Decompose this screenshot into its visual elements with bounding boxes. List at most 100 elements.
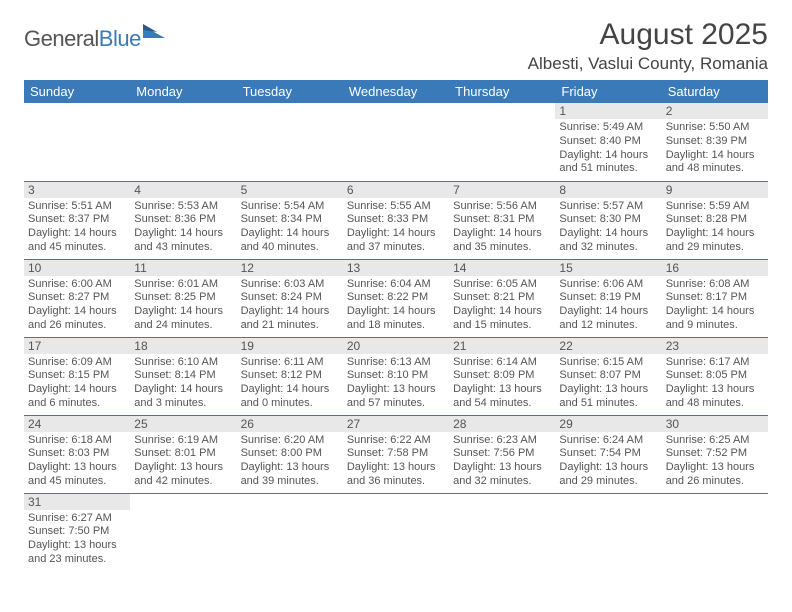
sunset-text: Sunset: 8:21 PM bbox=[453, 291, 551, 305]
day-number: 31 bbox=[24, 494, 130, 510]
sunrise-text: Sunrise: 6:27 AM bbox=[28, 512, 126, 526]
daylight-text: Daylight: 13 hours and 32 minutes. bbox=[453, 461, 551, 489]
day-number: 1 bbox=[555, 103, 661, 119]
calendar-day: 23Sunrise: 6:17 AMSunset: 8:05 PMDayligh… bbox=[662, 337, 768, 415]
calendar-empty bbox=[237, 493, 343, 571]
calendar-day: 24Sunrise: 6:18 AMSunset: 8:03 PMDayligh… bbox=[24, 415, 130, 493]
calendar-empty bbox=[237, 103, 343, 181]
daylight-text: Daylight: 13 hours and 26 minutes. bbox=[666, 461, 764, 489]
calendar-day: 16Sunrise: 6:08 AMSunset: 8:17 PMDayligh… bbox=[662, 259, 768, 337]
day-details: Sunrise: 6:13 AMSunset: 8:10 PMDaylight:… bbox=[343, 354, 449, 415]
sunrise-text: Sunrise: 6:08 AM bbox=[666, 278, 764, 292]
day-number: 17 bbox=[24, 338, 130, 354]
sunrise-text: Sunrise: 6:20 AM bbox=[241, 434, 339, 448]
sunset-text: Sunset: 7:52 PM bbox=[666, 447, 764, 461]
sunset-text: Sunset: 8:27 PM bbox=[28, 291, 126, 305]
daylight-text: Daylight: 13 hours and 39 minutes. bbox=[241, 461, 339, 489]
sunset-text: Sunset: 8:19 PM bbox=[559, 291, 657, 305]
logo-text-dark: General bbox=[24, 26, 99, 52]
sunrise-text: Sunrise: 5:54 AM bbox=[241, 200, 339, 214]
calendar-day: 25Sunrise: 6:19 AMSunset: 8:01 PMDayligh… bbox=[130, 415, 236, 493]
sunset-text: Sunset: 8:10 PM bbox=[347, 369, 445, 383]
calendar-week: 3 Sunrise: 5:51 AMSunset: 8:37 PM Daylight… bbox=[24, 181, 768, 259]
sunrise-text: Sunrise: 6:01 AM bbox=[134, 278, 232, 292]
calendar-week: 31Sunrise: 6:27 AMSunset: 7:50 PMDayligh… bbox=[24, 493, 768, 571]
sunset-text: Sunset: 7:54 PM bbox=[559, 447, 657, 461]
location-subtitle: Albesti, Vaslui County, Romania bbox=[528, 54, 768, 74]
sunrise-text: Sunrise: 6:15 AM bbox=[559, 356, 657, 370]
calendar-day: 20Sunrise: 6:13 AMSunset: 8:10 PMDayligh… bbox=[343, 337, 449, 415]
calendar-day: 27Sunrise: 6:22 AMSunset: 7:58 PMDayligh… bbox=[343, 415, 449, 493]
daylight-text: Daylight: 13 hours and 42 minutes. bbox=[134, 461, 232, 489]
day-number: 8 bbox=[555, 182, 661, 198]
day-number: 3 bbox=[24, 182, 130, 198]
sunrise-text: Sunrise: 6:03 AM bbox=[241, 278, 339, 292]
sunrise-text: Sunrise: 5:49 AM bbox=[559, 121, 657, 135]
day-details: Sunrise: 5:53 AMSunset: 8:36 PMDaylight:… bbox=[130, 198, 236, 259]
day-number: 23 bbox=[662, 338, 768, 354]
sunset-text: Sunset: 8:37 PM bbox=[28, 213, 126, 227]
daylight-text: Daylight: 14 hours and 21 minutes. bbox=[241, 305, 339, 333]
daylight-text: Daylight: 14 hours and 37 minutes. bbox=[347, 227, 445, 255]
sunset-text: Sunset: 8:24 PM bbox=[241, 291, 339, 305]
sunset-text: Sunset: 8:05 PM bbox=[666, 369, 764, 383]
day-number: 10 bbox=[24, 260, 130, 276]
day-details: Sunrise: 6:08 AMSunset: 8:17 PMDaylight:… bbox=[662, 276, 768, 337]
calendar-empty bbox=[130, 103, 236, 181]
calendar-day: 26Sunrise: 6:20 AMSunset: 8:00 PMDayligh… bbox=[237, 415, 343, 493]
sunset-text: Sunset: 8:30 PM bbox=[559, 213, 657, 227]
day-number: 30 bbox=[662, 416, 768, 432]
sunrise-text: Sunrise: 6:10 AM bbox=[134, 356, 232, 370]
day-number: 11 bbox=[130, 260, 236, 276]
sunset-text: Sunset: 8:00 PM bbox=[241, 447, 339, 461]
day-number: 29 bbox=[555, 416, 661, 432]
flag-icon bbox=[143, 24, 165, 43]
sunrise-text: Sunrise: 5:55 AM bbox=[347, 200, 445, 214]
day-details: Sunrise: 6:00 AMSunset: 8:27 PMDaylight:… bbox=[24, 276, 130, 337]
daylight-text: Daylight: 14 hours and 48 minutes. bbox=[666, 149, 764, 177]
calendar-empty bbox=[130, 493, 236, 571]
day-number: 13 bbox=[343, 260, 449, 276]
daylight-text: Daylight: 13 hours and 54 minutes. bbox=[453, 383, 551, 411]
day-number: 2 bbox=[662, 103, 768, 119]
calendar-day: 8Sunrise: 5:57 AMSunset: 8:30 PMDaylight… bbox=[555, 181, 661, 259]
day-number: 22 bbox=[555, 338, 661, 354]
day-details: Sunrise: 6:22 AMSunset: 7:58 PMDaylight:… bbox=[343, 432, 449, 493]
sunrise-text: Sunrise: 5:50 AM bbox=[666, 121, 764, 135]
sunrise-text: Sunrise: 5:51 AM bbox=[28, 200, 126, 214]
day-details: Sunrise: 6:05 AMSunset: 8:21 PMDaylight:… bbox=[449, 276, 555, 337]
calendar-empty bbox=[343, 493, 449, 571]
sunset-text: Sunset: 8:36 PM bbox=[134, 213, 232, 227]
calendar-empty bbox=[662, 493, 768, 571]
month-title: August 2025 bbox=[528, 18, 768, 52]
sunset-text: Sunset: 8:33 PM bbox=[347, 213, 445, 227]
calendar-day: 29Sunrise: 6:24 AMSunset: 7:54 PMDayligh… bbox=[555, 415, 661, 493]
sunset-text: Sunset: 8:31 PM bbox=[453, 213, 551, 227]
day-number: 19 bbox=[237, 338, 343, 354]
sunrise-text: Sunrise: 6:22 AM bbox=[347, 434, 445, 448]
day-details: Sunrise: 6:01 AMSunset: 8:25 PMDaylight:… bbox=[130, 276, 236, 337]
day-header: Wednesday bbox=[343, 80, 449, 103]
calendar-week: 24Sunrise: 6:18 AMSunset: 8:03 PMDayligh… bbox=[24, 415, 768, 493]
sunrise-text: Sunrise: 6:11 AM bbox=[241, 356, 339, 370]
calendar-day: 6Sunrise: 5:55 AMSunset: 8:33 PMDaylight… bbox=[343, 181, 449, 259]
calendar-day: 15Sunrise: 6:06 AMSunset: 8:19 PMDayligh… bbox=[555, 259, 661, 337]
calendar-empty bbox=[449, 493, 555, 571]
calendar-day: 7Sunrise: 5:56 AMSunset: 8:31 PMDaylight… bbox=[449, 181, 555, 259]
day-details: Sunrise: 5:54 AMSunset: 8:34 PMDaylight:… bbox=[237, 198, 343, 259]
day-details: Sunrise: 5:56 AMSunset: 8:31 PMDaylight:… bbox=[449, 198, 555, 259]
sunrise-text: Sunrise: 6:13 AM bbox=[347, 356, 445, 370]
day-header: Thursday bbox=[449, 80, 555, 103]
day-details: Sunrise: 6:27 AMSunset: 7:50 PMDaylight:… bbox=[24, 510, 130, 571]
day-details: Sunrise: 6:03 AMSunset: 8:24 PMDaylight:… bbox=[237, 276, 343, 337]
calendar-table: SundayMondayTuesdayWednesdayThursdayFrid… bbox=[24, 80, 768, 571]
sunset-text: Sunset: 7:56 PM bbox=[453, 447, 551, 461]
sunrise-text: Sunrise: 6:17 AM bbox=[666, 356, 764, 370]
sunrise-text: Sunrise: 6:09 AM bbox=[28, 356, 126, 370]
sunset-text: Sunset: 8:07 PM bbox=[559, 369, 657, 383]
calendar-empty bbox=[343, 103, 449, 181]
calendar-week: 17Sunrise: 6:09 AMSunset: 8:15 PMDayligh… bbox=[24, 337, 768, 415]
calendar-empty bbox=[555, 493, 661, 571]
sunrise-text: Sunrise: 6:04 AM bbox=[347, 278, 445, 292]
day-details: Sunrise: 5:55 AMSunset: 8:33 PMDaylight:… bbox=[343, 198, 449, 259]
